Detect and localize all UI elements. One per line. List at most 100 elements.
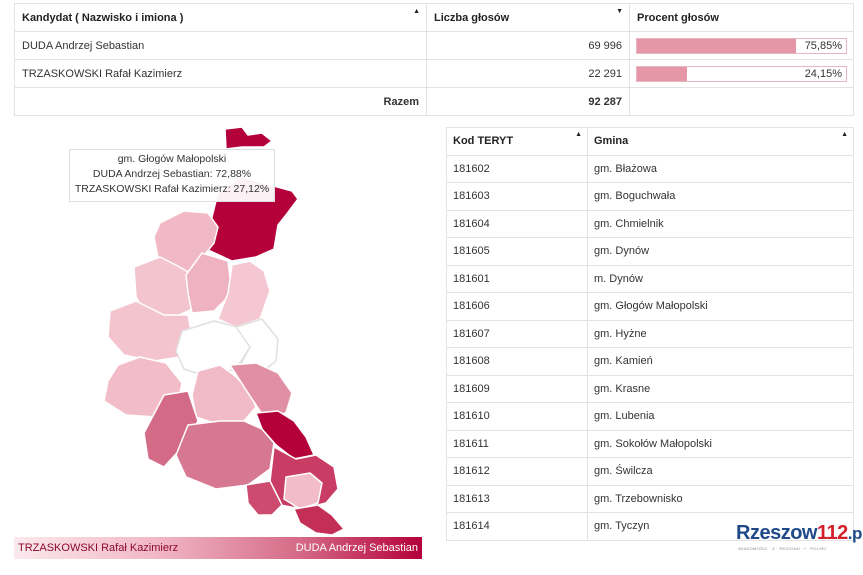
header-percent-label: Procent głosów <box>637 11 719 24</box>
teryt-code: 181603 <box>446 182 588 211</box>
legend-right-label: DUDA Andrzej Sebastian <box>295 542 418 554</box>
gmina-name: gm. Lubenia <box>587 402 854 431</box>
gmina-name: gm. Kamień <box>587 347 854 376</box>
legend-left-label: TRZASKOWSKI Rafał Kazimierz <box>18 542 179 554</box>
gmina-name: gm. Hyżne <box>587 319 854 348</box>
sort-asc-icon[interactable]: ▲ <box>841 131 848 138</box>
teryt-code: 181614 <box>446 512 588 541</box>
table-row: 181604 gm. Chmielnik <box>446 209 854 238</box>
candidate-name: TRZASKOWSKI Rafał Kazimierz <box>14 59 427 88</box>
header-candidate-label: Kandydat ( Nazwisko i imiona ) <box>22 11 184 24</box>
gmina-name: gm. Tyczyn <box>587 512 854 541</box>
sort-desc-icon[interactable]: ▼ <box>616 8 623 15</box>
percent-cell: 24,15% <box>629 59 854 88</box>
percent-label: 75,85% <box>804 39 842 52</box>
logo-part1: Rzeszow <box>736 522 817 544</box>
gmina-name: gm. Głogów Małopolski <box>587 292 854 321</box>
table-row: 181613 gm. Trzebownisko <box>446 484 854 513</box>
teryt-code: 181608 <box>446 347 588 376</box>
gmina-name: gm. Trzebownisko <box>587 484 854 513</box>
teryt-code: 181602 <box>446 154 588 183</box>
gmina-name: m. Dynów <box>587 264 854 293</box>
header-gmina-label: Gmina <box>594 135 629 148</box>
table-row: 181603 gm. Boguchwała <box>446 182 854 211</box>
table-row: 181611 gm. Sokołów Małopolski <box>446 429 854 458</box>
empty-cell <box>629 87 854 116</box>
teryt-code: 181610 <box>446 402 588 431</box>
percent-bar: 24,15% <box>636 65 847 82</box>
header-candidate[interactable]: Kandydat ( Nazwisko i imiona ) ▲ <box>14 3 427 32</box>
region-south-pale[interactable] <box>283 472 323 510</box>
gmina-name: gm. Krasne <box>587 374 854 403</box>
table-row: 181605 gm. Dynów <box>446 237 854 266</box>
total-label: Razem <box>14 87 427 116</box>
teryt-code: 181611 <box>446 429 588 458</box>
vote-count: 69 996 <box>426 31 630 60</box>
table-row: 181610 gm. Lubenia <box>446 402 854 431</box>
total-votes: 92 287 <box>426 87 630 116</box>
teryt-code: 181604 <box>446 209 588 238</box>
table-row: 181601 m. Dynów <box>446 264 854 293</box>
region-lubenia[interactable] <box>229 362 293 418</box>
region-krasne[interactable] <box>217 260 271 328</box>
table-row: 181607 gm. Hyżne <box>446 319 854 348</box>
logo-part3: .pl <box>847 524 863 543</box>
table-row: 181602 gm. Błażowa <box>446 154 854 183</box>
site-logo[interactable]: Rzeszow112.pl WIADOMOŚCI · Z · REGIONU ·… <box>736 522 863 551</box>
table-row: 181606 gm. Głogów Małopolski <box>446 292 854 321</box>
percent-bar: 75,85% <box>636 37 847 54</box>
table-row: DUDA Andrzej Sebastian 69 996 75,85% <box>14 31 854 60</box>
header-votes[interactable]: Liczba głosów ▼ <box>426 3 630 32</box>
percent-bar-fill <box>637 38 796 53</box>
percent-bar-fill <box>637 66 688 81</box>
choropleth-map <box>103 126 345 536</box>
teryt-code: 181609 <box>446 374 588 403</box>
table-row: TRZASKOWSKI Rafał Kazimierz 22 291 24,15… <box>14 59 854 88</box>
tooltip-line2: TRZASKOWSKI Rafał Kazimierz: 27,12% <box>74 183 270 195</box>
gmina-name: gm. Świlcza <box>587 457 854 486</box>
percent-label: 24,15% <box>804 67 842 80</box>
map-legend: TRZASKOWSKI Rafał Kazimierz DUDA Andrzej… <box>14 537 422 559</box>
logo-part2: 112 <box>816 522 848 544</box>
sort-icon[interactable]: ▲ <box>575 131 582 138</box>
header-gmina[interactable]: Gmina ▲ <box>587 127 854 156</box>
vote-count: 22 291 <box>426 59 630 88</box>
teryt-code: 181607 <box>446 319 588 348</box>
region-center-north[interactable] <box>185 252 233 314</box>
map-tooltip: gm. Głogów Małopolski DUDA Andrzej Sebas… <box>69 149 275 202</box>
gmina-name: gm. Chmielnik <box>587 209 854 238</box>
region-boguchwala[interactable] <box>191 364 257 426</box>
teryt-code: 181605 <box>446 237 588 266</box>
results-table: Kandydat ( Nazwisko i imiona ) ▲ Liczba g… <box>14 3 854 116</box>
gmina-name: gm. Boguchwała <box>587 182 854 211</box>
header-code-label: Kod TERYT <box>453 135 514 148</box>
table-row: 181612 gm. Świlcza <box>446 457 854 486</box>
header-percent[interactable]: Procent głosów <box>629 3 854 32</box>
header-code[interactable]: Kod TERYT ▲ <box>446 127 588 156</box>
total-row: Razem 92 287 <box>14 87 854 116</box>
tooltip-gmina: gm. Głogów Małopolski <box>117 153 227 165</box>
region-tyczyn[interactable] <box>175 420 275 490</box>
teryt-body: 181602 gm. Błażowa 181603 gm. Boguchwała 181… <box>446 154 854 541</box>
teryt-code: 181613 <box>446 484 588 513</box>
teryt-table: Kod TERYT ▲ Gmina ▲ 181602 gm. Błażowa 18160… <box>446 127 854 541</box>
region-dynow-west[interactable] <box>245 480 283 516</box>
gmina-name: gm. Sokołów Małopolski <box>587 429 854 458</box>
percent-cell: 75,85% <box>629 31 854 60</box>
table-row: 181614 gm. Tyczyn <box>446 512 854 541</box>
teryt-code: 181606 <box>446 292 588 321</box>
header-votes-label: Liczba głosów <box>434 11 510 24</box>
teryt-code: 181612 <box>446 457 588 486</box>
teryt-code: 181601 <box>446 264 588 293</box>
table-row: 181609 gm. Krasne <box>446 374 854 403</box>
table-row: 181608 gm. Kamień <box>446 347 854 376</box>
sort-icon[interactable]: ▲ <box>413 8 420 15</box>
region-north-tip[interactable] <box>224 126 273 150</box>
region-swilcza[interactable] <box>143 390 199 468</box>
candidate-name: DUDA Andrzej Sebastian <box>14 31 427 60</box>
tooltip-line1: DUDA Andrzej Sebastian: 72,88% <box>92 168 252 180</box>
region-dynow[interactable] <box>293 504 345 536</box>
gmina-name: gm. Dynów <box>587 237 854 266</box>
gmina-name: gm. Błażowa <box>587 154 854 183</box>
logo-tagline: WIADOMOŚCI · Z · REGIONU · I · POLSKI <box>738 546 827 551</box>
